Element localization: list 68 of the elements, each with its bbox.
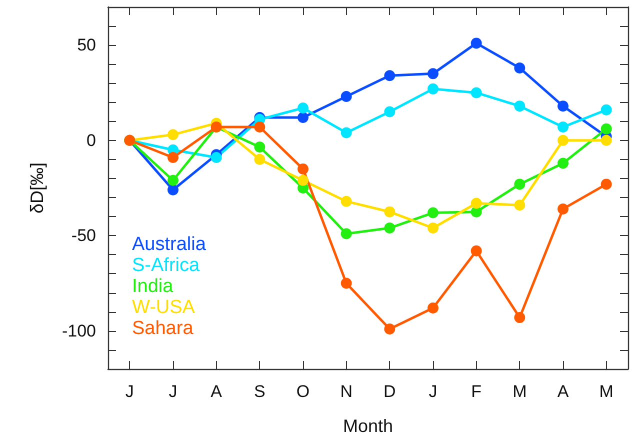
point [384,222,396,234]
point [600,104,612,116]
point [514,312,526,324]
point [168,174,178,186]
point [514,62,526,74]
text: S-Africa [132,255,200,276]
point [558,122,568,133]
x-tick-label: D [384,382,396,401]
point [470,198,482,209]
point [470,38,482,49]
text: Australia [132,234,206,255]
point [340,228,352,240]
point [600,134,612,146]
point [298,102,308,114]
point [558,203,568,214]
point [428,207,438,218]
point [298,163,308,174]
point [254,142,266,153]
x-tick-label: O [296,382,310,401]
x-tick-label: F [471,382,482,401]
point [340,91,352,102]
point [210,152,222,164]
point [600,123,612,134]
text: Sahara [132,318,194,339]
point [384,106,396,118]
point [558,100,568,112]
point [428,302,438,314]
x-tick-label: S [254,382,266,401]
point [168,129,178,140]
point [470,245,482,256]
point [384,206,396,218]
point [470,87,482,98]
point [168,184,178,196]
point [600,178,612,190]
x-tick-label: J [125,382,134,401]
point [254,154,266,165]
x-tick-label: M [599,382,614,401]
x-tick-label: J [428,382,438,401]
point [384,70,396,82]
text: W-USA [132,297,196,318]
x-tick-label: A [210,382,223,401]
y-tick-label: -100 [62,321,96,340]
point [298,112,308,123]
x-axis-title: Month [342,416,394,436]
x-tick-label: J [168,382,178,401]
y-axis-title: δD[‰] [27,162,47,214]
y-tick-label: -50 [71,226,96,246]
x-tick-label: M [512,382,527,401]
point [428,83,438,94]
point [254,122,266,133]
point [428,68,438,80]
y-tick-label: 0 [86,130,96,150]
x-tick-label: A [557,382,570,401]
point [428,222,438,234]
point [514,178,526,190]
point [514,100,526,112]
point [340,278,352,289]
point [168,152,178,164]
text: India [132,276,174,297]
point [340,127,352,138]
point [558,158,568,169]
point [298,174,308,186]
point [340,196,352,207]
y-tick-label: 50 [77,36,96,55]
point [514,200,526,211]
x-tick-label: N [340,382,352,401]
point [558,134,568,146]
point [384,323,396,334]
